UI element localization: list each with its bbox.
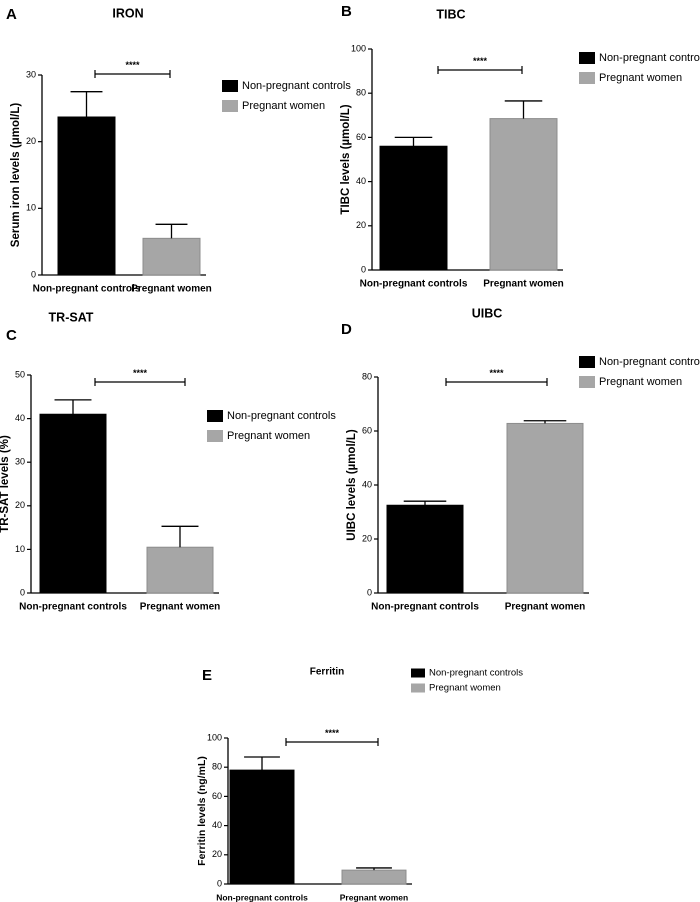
bar-non-pregnant-controls xyxy=(386,504,464,594)
x-tick-label: Non-pregnant controls xyxy=(371,602,479,613)
y-tick-label: 60 xyxy=(356,132,366,142)
y-tick-label: 0 xyxy=(361,264,366,274)
y-tick-label: 100 xyxy=(351,43,366,53)
y-tick-label: 50 xyxy=(15,369,25,379)
y-tick-label: 10 xyxy=(26,203,36,213)
y-tick-label: 60 xyxy=(362,425,372,435)
y-tick-label: 30 xyxy=(15,457,25,467)
legend-swatch xyxy=(579,52,595,64)
y-tick-label: 30 xyxy=(26,69,36,79)
bar-pregnant-women xyxy=(142,237,201,276)
y-tick-label: 40 xyxy=(15,413,25,423)
panel-letter: C xyxy=(6,327,17,344)
y-tick-label: 20 xyxy=(356,220,366,230)
y-tick-label: 0 xyxy=(217,878,222,888)
panel-letter: A xyxy=(6,6,17,23)
legend-label: Non-pregnant controls xyxy=(429,668,523,679)
panel-c: C TR-SAT 0 10 20 30 40 50 TR-SAT levels (%) Non-p… xyxy=(0,310,336,612)
x-tick-label: Pregnant women xyxy=(340,892,408,902)
significance-label: **** xyxy=(473,56,488,66)
panel-letter: B xyxy=(341,3,352,20)
legend-swatch xyxy=(579,356,595,368)
y-tick-label: 0 xyxy=(367,587,372,597)
legend-label: Pregnant women xyxy=(227,430,310,442)
y-tick-label: 0 xyxy=(31,269,36,279)
legend-swatch xyxy=(579,72,595,84)
y-axis-label: Serum iron levels (μmol/L) xyxy=(10,103,22,248)
y-axis-label: Ferritin levels (ng/mL) xyxy=(196,756,208,866)
significance-label: **** xyxy=(125,60,140,70)
significance-label: **** xyxy=(133,368,148,378)
chart-title: IRON xyxy=(112,6,143,20)
x-tick-label: Pregnant women xyxy=(505,602,586,613)
legend-label: Pregnant women xyxy=(599,376,682,388)
bar-pregnant-women xyxy=(341,869,407,885)
y-tick-label: 100 xyxy=(207,732,222,742)
x-tick-label: Pregnant women xyxy=(131,284,212,295)
y-tick-label: 40 xyxy=(356,176,366,186)
significance-label: **** xyxy=(489,368,504,378)
y-tick-label: 80 xyxy=(212,762,222,772)
bar-pregnant-women xyxy=(506,422,584,594)
legend-label: Non-pregnant controls xyxy=(599,356,700,368)
bar-non-pregnant-controls xyxy=(229,769,295,885)
x-tick-label: Pregnant women xyxy=(140,602,221,613)
panel-a: A IRON 0 10 20 30 Serum iron levels (μmol/L) No… xyxy=(6,6,351,295)
bar-non-pregnant-controls xyxy=(57,116,116,276)
x-tick-label: Non-pregnant controls xyxy=(33,284,141,295)
bar-pregnant-women xyxy=(146,546,214,594)
y-tick-label: 20 xyxy=(362,533,372,543)
x-tick-label: Pregnant women xyxy=(483,279,564,290)
panel-letter: E xyxy=(202,667,212,684)
significance-label: **** xyxy=(325,728,340,738)
y-axis-label: UIBC levels (µmol/L) xyxy=(346,429,358,541)
y-tick-label: 80 xyxy=(356,88,366,98)
y-tick-label: 20 xyxy=(212,849,222,859)
legend-swatch xyxy=(207,430,223,442)
y-tick-label: 0 xyxy=(20,587,25,597)
legend-label: Pregnant women xyxy=(429,683,501,694)
legend-label: Non-pregnant controls xyxy=(242,80,351,92)
panel-letter: D xyxy=(341,321,352,338)
y-axis-label: TR-SAT levels (%) xyxy=(0,435,11,533)
bar-non-pregnant-controls xyxy=(39,413,107,594)
legend-label: Non-pregnant controls xyxy=(227,410,336,422)
panel-d: D UIBC 0 20 40 60 80 UIBC levels (µmol/L) Non-pr… xyxy=(341,306,700,612)
legend-label: Pregnant women xyxy=(242,100,325,112)
x-tick-label: Non-pregnant controls xyxy=(19,602,127,613)
legend-label: Pregnant women xyxy=(599,72,682,84)
legend-swatch xyxy=(222,100,238,112)
chart-title: Ferritin xyxy=(310,667,344,678)
legend-label: Non-pregnant controls xyxy=(599,52,700,64)
y-tick-label: 80 xyxy=(362,371,372,381)
legend-swatch xyxy=(579,376,595,388)
chart-title: UIBC xyxy=(472,306,503,320)
y-tick-label: 20 xyxy=(26,136,36,146)
y-tick-label: 40 xyxy=(212,820,222,830)
panel-e: E Ferritin 0 20 40 60 80 100 Ferritin levels (ng… xyxy=(196,667,523,902)
legend-swatch xyxy=(222,80,238,92)
chart-title: TR-SAT xyxy=(49,310,94,324)
y-tick-label: 60 xyxy=(212,791,222,801)
chart-title: TIBC xyxy=(436,7,465,21)
y-tick-label: 20 xyxy=(15,500,25,510)
legend-swatch xyxy=(411,668,425,678)
x-tick-label: Non-pregnant controls xyxy=(216,892,308,902)
bar-non-pregnant-controls xyxy=(379,145,448,271)
panel-b: B TIBC 0 20 40 60 80 100 TIBC levels (µmol/L) Non… xyxy=(340,3,700,290)
y-axis-label: TIBC levels (µmol/L) xyxy=(340,104,352,214)
y-tick-label: 10 xyxy=(15,544,25,554)
legend-swatch xyxy=(207,410,223,422)
legend-swatch xyxy=(411,683,425,693)
bar-pregnant-women xyxy=(489,118,558,271)
x-tick-label: Non-pregnant controls xyxy=(360,279,468,290)
y-tick-label: 40 xyxy=(362,479,372,489)
